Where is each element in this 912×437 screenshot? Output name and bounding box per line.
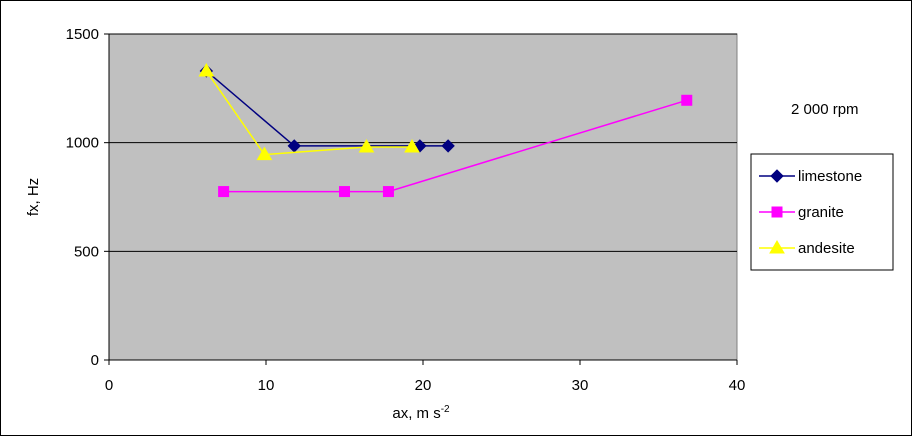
legend-label-granite: granite [798,204,844,221]
legend-marker-andesite [769,240,785,254]
y-axis-label: fx, Hz [25,178,42,216]
x-tick-label: 40 [729,377,746,394]
legend: limestone granite andesite [750,153,894,271]
x-tick-label: 10 [258,377,275,394]
x-tick-label: 30 [572,377,589,394]
axes: 0 500 1000 1500 0 10 20 30 40 [66,26,746,394]
legend-label-limestone: limestone [798,168,862,185]
data-point-andesite [358,139,375,153]
legend-marker-limestone [770,169,784,183]
x-axis-label: ax, m s-2 [392,404,450,422]
series-line-limestone [205,70,449,147]
rpm-annotation: 2 000 rpm [791,101,859,118]
x-axis-label-main: ax, m s [392,405,440,422]
legend-label-andesite: andesite [798,240,855,257]
plot-area [108,33,738,361]
x-tick-label: 20 [415,377,432,394]
data-point-granite [339,186,350,198]
data-point-andesite [256,146,273,161]
data-point-granite [218,186,230,198]
y-tick-label: 500 [74,243,99,260]
legend-item-andesite: andesite [759,240,855,257]
series-line-andesite [205,70,413,156]
data-point-andesite [404,139,420,153]
data-point-limestone [441,139,455,153]
y-tick-label: 1500 [66,26,99,43]
data-point-granite [382,186,394,198]
data-point-granite [681,94,693,106]
legend-item-limestone: limestone [759,168,862,185]
series-andesite [198,62,420,161]
series-line-granite [223,99,687,193]
legend-marker-granite [771,206,783,218]
x-axis-label-superscript: -2 [441,404,450,415]
y-tick-label: 0 [91,352,99,369]
series-granite [218,94,693,198]
x-tick-label: 0 [105,377,113,394]
legend-item-granite: granite [759,204,844,221]
y-tick-label: 1000 [66,135,99,152]
data-point-andesite [198,62,215,77]
series-layer [198,62,693,198]
